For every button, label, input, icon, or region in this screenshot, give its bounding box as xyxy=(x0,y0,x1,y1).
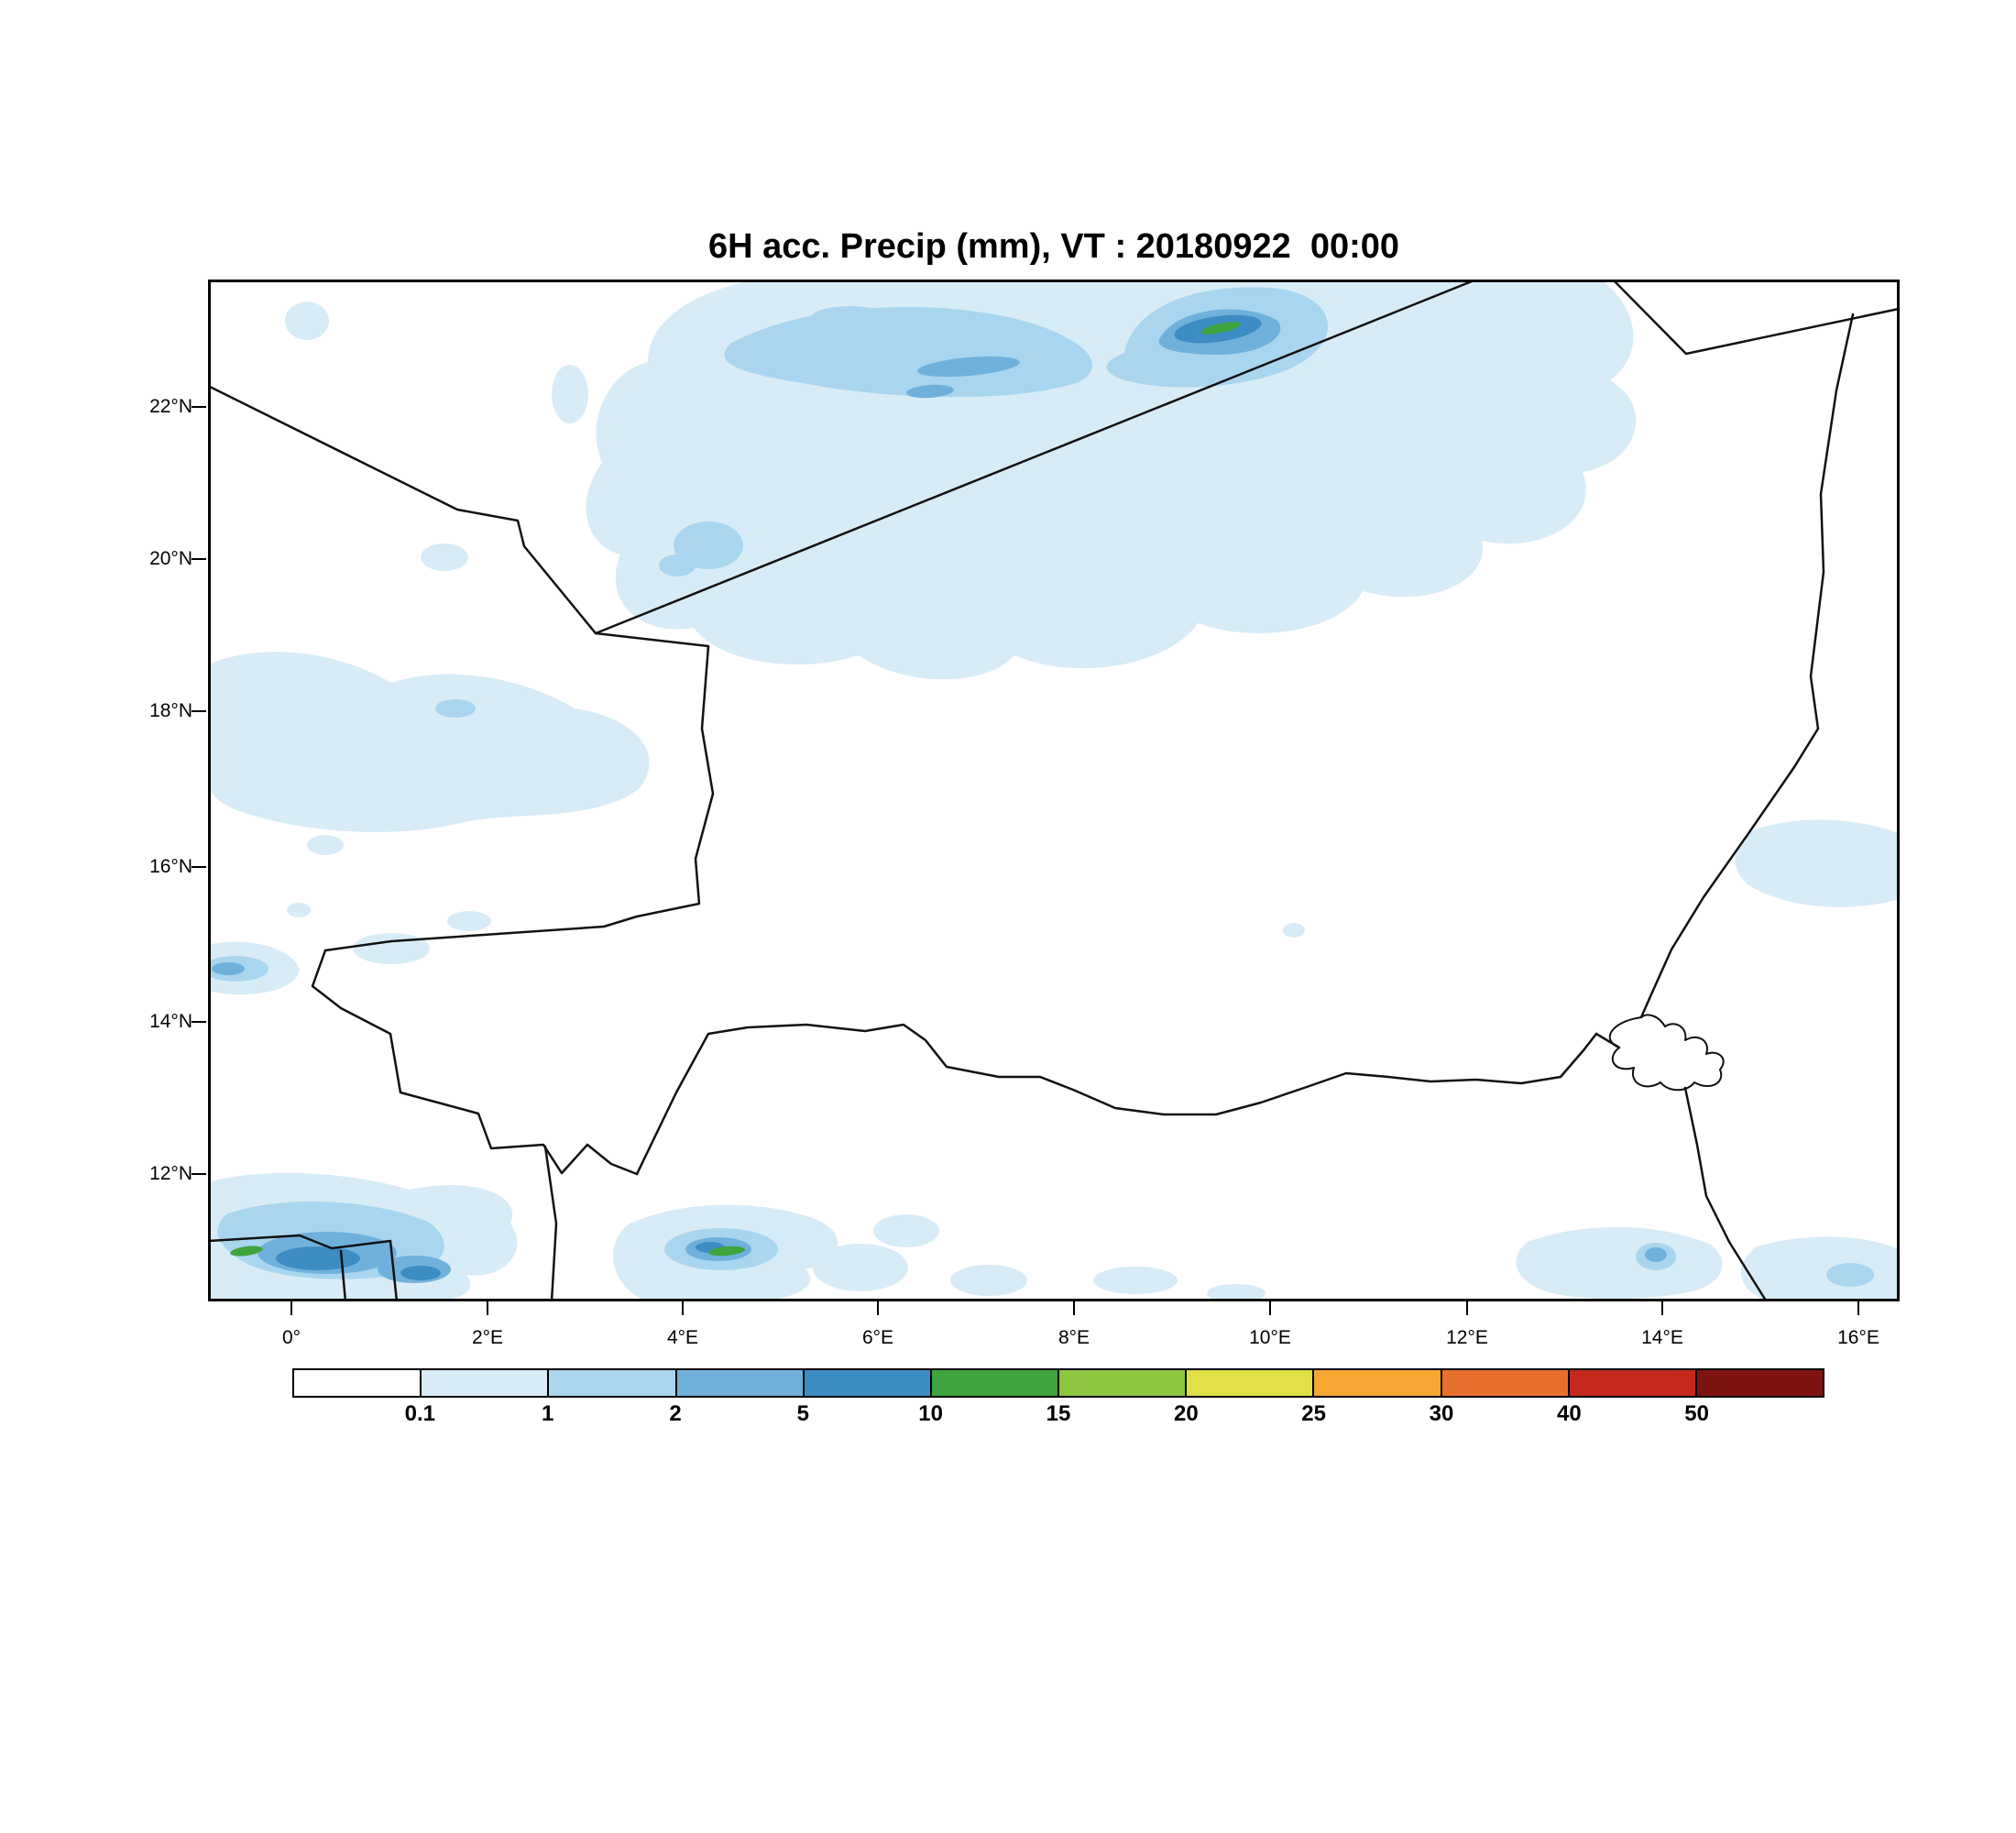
lon-tick-mark xyxy=(1073,1301,1075,1315)
lat-tick-label: 12°N xyxy=(149,1163,192,1184)
lat-tick-mark xyxy=(192,1021,206,1023)
colorbar-segment xyxy=(1569,1370,1697,1396)
colorbar-segment xyxy=(931,1370,1060,1396)
lon-tick-mark xyxy=(487,1301,488,1315)
lon-tick-label: 16°E xyxy=(1837,1327,1879,1348)
colorbar-label: 10 xyxy=(918,1401,944,1426)
lat-tick-mark xyxy=(192,1173,206,1175)
lon-tick-mark xyxy=(1857,1301,1859,1315)
lat-tick-label: 22°N xyxy=(149,396,192,417)
colorbar-label: 5 xyxy=(796,1401,810,1426)
lon-tick-label: 2°E xyxy=(471,1327,504,1348)
plot-title: 6H acc. Precip (mm), VT : 20180922 00:00 xyxy=(707,227,1400,266)
lat-tick-label: 14°N xyxy=(149,1011,192,1032)
colorbar-segment xyxy=(1441,1370,1570,1396)
colorbar-label: 25 xyxy=(1301,1401,1327,1426)
colorbar-segment xyxy=(549,1370,677,1396)
lat-tick-mark xyxy=(192,558,206,560)
colorbar-label: 30 xyxy=(1429,1401,1454,1426)
colorbar-label: 1 xyxy=(541,1401,554,1426)
lon-tick-mark xyxy=(1661,1301,1663,1315)
precip-shading xyxy=(208,280,1899,1301)
colorbar-segment xyxy=(804,1370,932,1396)
lon-tick-mark xyxy=(877,1301,879,1315)
colorbar-label: 0.1 xyxy=(404,1401,436,1426)
colorbar-label: 40 xyxy=(1556,1401,1582,1426)
lon-tick-mark xyxy=(1466,1301,1468,1315)
colorbar-segment xyxy=(1696,1370,1824,1396)
colorbar-label: 15 xyxy=(1046,1401,1071,1426)
lat-tick-label: 16°N xyxy=(149,856,192,877)
lon-tick-label: 10°E xyxy=(1249,1327,1291,1348)
colorbar-label: 20 xyxy=(1173,1401,1199,1426)
lon-tick-mark xyxy=(1269,1301,1271,1315)
lon-tick-label: 14°E xyxy=(1641,1327,1683,1348)
colorbar xyxy=(292,1368,1824,1398)
colorbar-label: 50 xyxy=(1684,1401,1710,1426)
colorbar-segment xyxy=(1059,1370,1188,1396)
lon-tick-label: 0° xyxy=(281,1327,301,1348)
colorbar-labels: 0.1 1 2 5 10 15 20 25 30 40 50 xyxy=(292,1401,1824,1432)
lat-tick-label: 20°N xyxy=(149,548,192,569)
lon-tick-label: 4°E xyxy=(666,1327,699,1348)
colorbar-segment xyxy=(294,1370,422,1396)
colorbar-segment xyxy=(422,1370,550,1396)
map-frame xyxy=(208,280,1900,1301)
lon-tick-label: 6°E xyxy=(861,1327,894,1348)
lon-tick-mark xyxy=(682,1301,684,1315)
lat-tick-mark xyxy=(192,406,206,408)
lon-tick-label: 8°E xyxy=(1057,1327,1090,1348)
lake-chad-outline xyxy=(1608,1014,1725,1092)
colorbar-segment xyxy=(676,1370,805,1396)
colorbar-segment xyxy=(1314,1370,1442,1396)
lon-tick-mark xyxy=(290,1301,292,1315)
lat-tick-mark xyxy=(192,710,206,712)
lat-tick-label: 18°N xyxy=(149,700,192,721)
lon-tick-label: 12°E xyxy=(1446,1327,1488,1348)
colorbar-segment xyxy=(1187,1370,1315,1396)
colorbar-label: 2 xyxy=(669,1401,682,1426)
country-borders xyxy=(208,280,1900,1301)
precip-map xyxy=(208,280,1900,1301)
lat-tick-mark xyxy=(192,866,206,868)
